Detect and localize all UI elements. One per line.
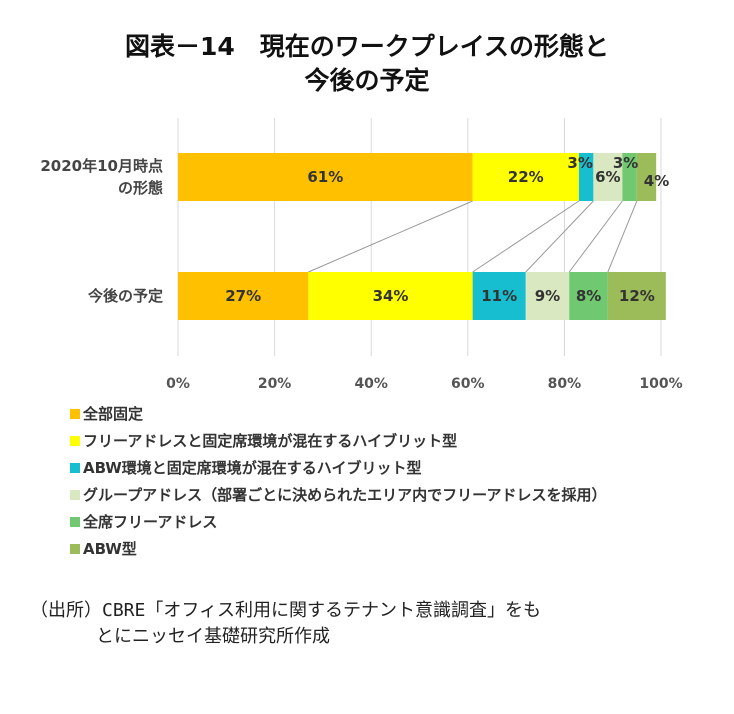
category-label: 今後の予定 <box>87 287 163 305</box>
x-tick-label: 0% <box>166 376 190 392</box>
bar-segment <box>578 153 594 201</box>
x-tick-label: 40% <box>354 376 388 392</box>
bar-data-label: 4% <box>644 172 669 190</box>
legend-swatch <box>70 462 80 473</box>
bar-data-label: 34% <box>373 287 409 305</box>
bar-data-label: 3% <box>613 154 638 172</box>
bar-segment <box>569 272 608 320</box>
bar-segment <box>636 153 657 201</box>
legend-label: 全席フリーアドレス <box>83 513 218 531</box>
bar-data-labels: 61% 27% 22% 34% 3% 11% 6% 9% 3% 8% 4% 12% <box>225 154 669 305</box>
connector-line <box>568 200 623 273</box>
chart-title-line2: 今後の予定 <box>304 66 430 95</box>
source-line1: （出所）CBRE「オフィス利用に関するテナント意識調査」をも <box>30 600 541 621</box>
x-axis-tick-labels: 0% 20% 40% 60% 80% 100% <box>166 376 683 392</box>
connector-line <box>308 200 473 273</box>
bars <box>178 153 666 320</box>
bar-segment <box>472 272 526 320</box>
legend-item: ABW環境と固定席環境が混在するハイブリット型 <box>70 454 607 481</box>
legend-label: 全部固定 <box>83 405 144 423</box>
legend-label: ABW型 <box>83 540 137 558</box>
connector-line <box>472 200 580 273</box>
legend-item: グループアドレス（部署ごとに決められたエリア内でフリーアドレスを採用） <box>70 481 607 508</box>
connector-line <box>525 200 594 273</box>
x-tick-label: 100% <box>639 376 682 392</box>
bar-data-label: 8% <box>576 287 601 305</box>
legend-swatch <box>70 543 80 554</box>
bar-data-label: 22% <box>508 168 544 186</box>
legend-item: ABW型 <box>70 535 607 562</box>
bar-segment <box>525 272 570 320</box>
x-tick-label: 20% <box>258 376 292 392</box>
legend-item: フリーアドレスと固定席環境が混在するハイブリット型 <box>70 427 607 454</box>
x-tick-label: 80% <box>548 376 582 392</box>
legend-swatch <box>70 435 80 446</box>
chart-title-line1: 図表－14 現在のワークプレイスの形態と <box>124 32 610 61</box>
bar-data-label: 27% <box>225 287 261 305</box>
bar-data-label: 3% <box>567 154 592 172</box>
bar-segment <box>593 153 623 201</box>
bar-data-label: 6% <box>595 168 620 186</box>
connector-lines <box>308 200 638 273</box>
legend-swatch <box>70 408 80 419</box>
source-line2: とにニッセイ基礎研究所作成 <box>96 626 330 647</box>
bar-segment <box>622 153 637 201</box>
bar-data-label: 61% <box>307 168 343 186</box>
x-tick-label: 60% <box>451 376 485 392</box>
category-label: の形態 <box>118 179 163 197</box>
legend-label: グループアドレス（部署ごとに決められたエリア内でフリーアドレスを採用） <box>83 486 607 504</box>
stacked-bar-chart: 61% 27% 22% 34% 3% 11% 6% 9% 3% 8% 4% 12% 2020年10月時… <box>40 118 683 392</box>
source-note: （出所）CBRE「オフィス利用に関するテナント意識調査」をも とにニッセイ基礎研… <box>30 598 710 650</box>
legend: 全部固定フリーアドレスと固定席環境が混在するハイブリット型 ABW環境と固定席環境… <box>70 400 607 562</box>
bar-data-label: 9% <box>535 287 560 305</box>
legend-item: 全席フリーアドレス <box>70 508 607 535</box>
connector-line <box>607 200 638 273</box>
legend-swatch <box>70 516 80 527</box>
bar-data-label: 12% <box>619 287 655 305</box>
legend-swatch <box>70 489 80 500</box>
bar-data-label: 11% <box>481 287 517 305</box>
bar-segment <box>308 272 473 320</box>
bar-segment <box>472 153 579 201</box>
legend-item: 全部固定 <box>70 400 607 427</box>
legend-label: ABW環境と固定席環境が混在するハイブリット型 <box>83 459 422 477</box>
bar-segment <box>607 272 666 320</box>
bar-segment <box>178 153 473 201</box>
legend-label: フリーアドレスと固定席環境が混在するハイブリット型 <box>83 432 458 450</box>
bar-segment <box>178 272 309 320</box>
category-label: 2020年10月時点 <box>40 157 163 175</box>
